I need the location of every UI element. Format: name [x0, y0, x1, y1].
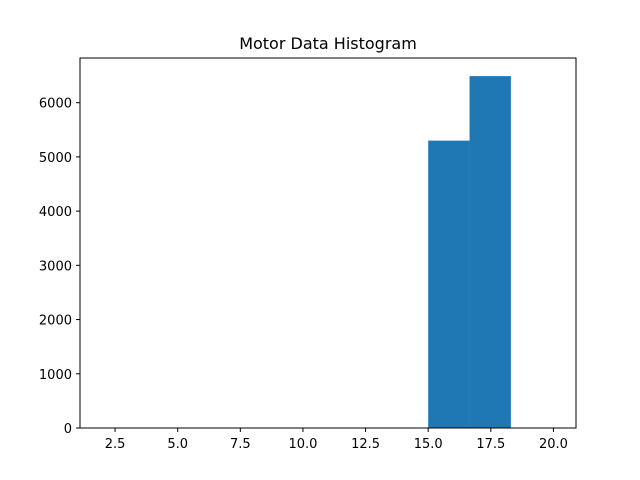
chart-title: Motor Data Histogram [239, 34, 417, 53]
y-tick-label-5: 5000 [39, 151, 72, 166]
histogram-bar-1 [469, 76, 511, 429]
histogram-bar-0 [428, 140, 470, 428]
y-axis: 0 1000 2000 3000 4000 5000 6000 [39, 97, 80, 437]
y-tick-label-4: 4000 [39, 205, 72, 220]
x-tick-label-2: 7.5 [230, 437, 251, 452]
x-tick-label-7: 20.0 [539, 437, 568, 452]
x-tick-label-6: 17.5 [476, 437, 505, 452]
x-tick-label-0: 2.5 [105, 437, 126, 452]
x-tick-label-5: 15.0 [414, 437, 443, 452]
y-tick-label-2: 2000 [39, 314, 72, 329]
bars-layer [428, 76, 511, 429]
x-axis: 2.5 5.0 7.5 10.0 12.5 15.0 17.5 20.0 [105, 428, 568, 452]
x-tick-label-4: 12.5 [351, 437, 380, 452]
y-tick-label-0: 0 [64, 422, 72, 437]
y-tick-label-3: 3000 [39, 259, 72, 274]
y-tick-label-1: 1000 [39, 368, 72, 383]
x-tick-label-3: 10.0 [288, 437, 317, 452]
y-tick-label-6: 6000 [39, 97, 72, 112]
x-tick-label-1: 5.0 [167, 437, 188, 452]
plot-frame [79, 57, 577, 429]
